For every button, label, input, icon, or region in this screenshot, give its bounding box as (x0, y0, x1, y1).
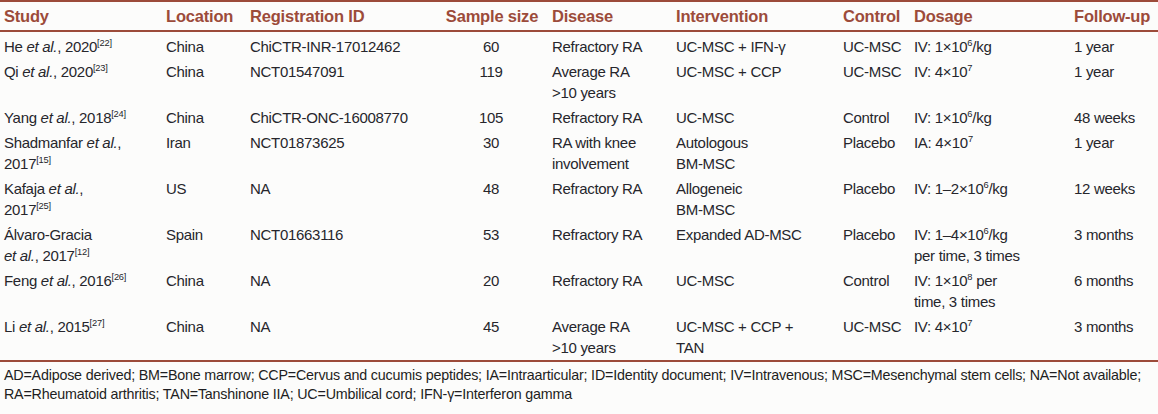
cell-intervention: Expanded AD-MSC (672, 222, 839, 268)
cell-location: Spain (162, 222, 246, 268)
table-row: Kafaja et al., 2017[25]USNA48Refractory … (0, 176, 1158, 222)
cell-location: China (162, 59, 246, 105)
cell-sample_size: 53 (436, 222, 548, 268)
cell-study: Shadmanfar et al., 2017[15] (0, 130, 162, 176)
cell-study: Li et al., 2015[27] (0, 314, 162, 361)
cell-registration_id: ChiCTR-ONC-16008770 (246, 105, 436, 130)
clinical-trials-table: Study Location Registration ID Sample si… (0, 0, 1158, 362)
cell-dosage: IV: 4×107 (910, 59, 1070, 105)
table-row: Feng et al., 2016[26]ChinaNA20Refractory… (0, 268, 1158, 314)
cell-sample_size: 48 (436, 176, 548, 222)
cell-control: UC-MSC (839, 314, 910, 361)
table-row: Shadmanfar et al., 2017[15]IranNCT018736… (0, 130, 1158, 176)
cell-intervention: UC-MSC (672, 105, 839, 130)
cell-control: Placebo (839, 130, 910, 176)
cell-control: Control (839, 268, 910, 314)
cell-sample_size: 20 (436, 268, 548, 314)
cell-intervention: Autologous BM-MSC (672, 130, 839, 176)
cell-control: Placebo (839, 222, 910, 268)
cell-control: UC-MSC (839, 59, 910, 105)
cell-study: Kafaja et al., 2017[25] (0, 176, 162, 222)
cell-follow_up: 1 year (1070, 59, 1158, 105)
cell-registration_id: NCT01547091 (246, 59, 436, 105)
column-header-location: Location (162, 1, 246, 31)
cell-disease: RA with knee involvement (548, 130, 672, 176)
table-row: Qi et al., 2020[23]ChinaNCT01547091119Av… (0, 59, 1158, 105)
column-header-control: Control (839, 1, 910, 31)
cell-study: Yang et al., 2018[24] (0, 105, 162, 130)
cell-study: Feng et al., 2016[26] (0, 268, 162, 314)
cell-dosage: IV: 1–2×106/kg (910, 176, 1070, 222)
cell-follow_up: 12 weeks (1070, 176, 1158, 222)
cell-sample_size: 45 (436, 314, 548, 361)
column-header-disease: Disease (548, 1, 672, 31)
cell-follow_up: 48 weeks (1070, 105, 1158, 130)
cell-location: China (162, 31, 246, 59)
cell-dosage: IA: 4×107 (910, 130, 1070, 176)
cell-registration_id: NCT01663116 (246, 222, 436, 268)
cell-registration_id: NA (246, 314, 436, 361)
cell-follow_up: 3 months (1070, 222, 1158, 268)
table-row: Li et al., 2015[27]ChinaNA45Average RA >… (0, 314, 1158, 361)
cell-location: Iran (162, 130, 246, 176)
table-row: He et al., 2020[22]ChinaChiCTR-INR-17012… (0, 31, 1158, 59)
cell-control: UC-MSC (839, 31, 910, 59)
table-header: Study Location Registration ID Sample si… (0, 1, 1158, 31)
cell-dosage: IV: 1×106/kg (910, 105, 1070, 130)
cell-disease: Average RA >10 years (548, 314, 672, 361)
cell-follow_up: 1 year (1070, 31, 1158, 59)
cell-follow_up: 6 months (1070, 268, 1158, 314)
cell-study: Álvaro-Gracia et al., 2017[12] (0, 222, 162, 268)
cell-registration_id: NA (246, 176, 436, 222)
cell-intervention: UC-MSC (672, 268, 839, 314)
cell-disease: Refractory RA (548, 31, 672, 59)
cell-sample_size: 60 (436, 31, 548, 59)
cell-intervention: UC-MSC + CCP (672, 59, 839, 105)
cell-registration_id: ChiCTR-INR-17012462 (246, 31, 436, 59)
cell-study: He et al., 2020[22] (0, 31, 162, 59)
cell-disease: Refractory RA (548, 222, 672, 268)
table-row: Yang et al., 2018[24]ChinaChiCTR-ONC-160… (0, 105, 1158, 130)
cell-location: China (162, 268, 246, 314)
column-header-study: Study (0, 1, 162, 31)
column-header-registration-id: Registration ID (246, 1, 436, 31)
column-header-intervention: Intervention (672, 1, 839, 31)
cell-disease: Refractory RA (548, 105, 672, 130)
header-row: Study Location Registration ID Sample si… (0, 1, 1158, 31)
cell-dosage: IV: 1×106/kg (910, 31, 1070, 59)
cell-sample_size: 30 (436, 130, 548, 176)
cell-control: Placebo (839, 176, 910, 222)
table-footnote: AD=Adipose derived; BM=Bone marrow; CCP=… (0, 362, 1158, 404)
column-header-dosage: Dosage (910, 1, 1070, 31)
cell-dosage: IV: 1×108 per time, 3 times (910, 268, 1070, 314)
cell-sample_size: 105 (436, 105, 548, 130)
column-header-sample-size: Sample size (436, 1, 548, 31)
table-row: Álvaro-Gracia et al., 2017[12]SpainNCT01… (0, 222, 1158, 268)
cell-control: Control (839, 105, 910, 130)
cell-dosage: IV: 4×107 (910, 314, 1070, 361)
cell-sample_size: 119 (436, 59, 548, 105)
cell-location: China (162, 314, 246, 361)
cell-location: US (162, 176, 246, 222)
cell-intervention: Allogeneic BM-MSC (672, 176, 839, 222)
cell-intervention: UC-MSC + IFN-γ (672, 31, 839, 59)
cell-disease: Average RA >10 years (548, 59, 672, 105)
cell-study: Qi et al., 2020[23] (0, 59, 162, 105)
cell-follow_up: 1 year (1070, 130, 1158, 176)
cell-disease: Refractory RA (548, 268, 672, 314)
column-header-follow-up: Follow-up (1070, 1, 1158, 31)
table-body: He et al., 2020[22]ChinaChiCTR-INR-17012… (0, 31, 1158, 361)
cell-registration_id: NA (246, 268, 436, 314)
cell-intervention: UC-MSC + CCP + TAN (672, 314, 839, 361)
cell-registration_id: NCT01873625 (246, 130, 436, 176)
cell-follow_up: 3 months (1070, 314, 1158, 361)
cell-disease: Refractory RA (548, 176, 672, 222)
cell-location: China (162, 105, 246, 130)
cell-dosage: IV: 1–4×106/kg per time, 3 times (910, 222, 1070, 268)
